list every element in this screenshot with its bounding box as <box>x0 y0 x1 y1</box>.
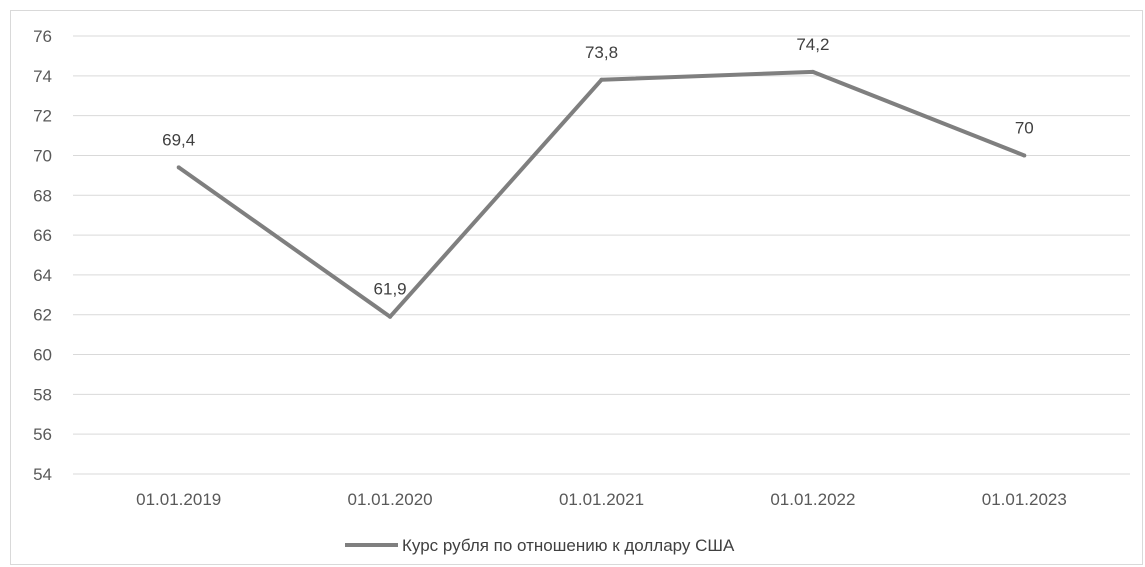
y-tick-label: 68 <box>33 186 52 205</box>
y-tick-label: 74 <box>33 67 52 86</box>
chart-frame <box>10 10 1143 565</box>
data-label: 73,8 <box>585 43 618 62</box>
x-tick-label: 01.01.2020 <box>348 490 433 509</box>
data-point <box>176 165 181 170</box>
y-tick-label: 72 <box>33 107 52 126</box>
y-tick-label: 60 <box>33 346 52 365</box>
series-layer <box>176 69 1027 319</box>
y-tick-label: 66 <box>33 226 52 245</box>
x-tick-label: 01.01.2023 <box>982 490 1067 509</box>
data-label: 69,4 <box>162 130 195 149</box>
data-point <box>810 69 815 74</box>
x-tick-label: 01.01.2021 <box>559 490 644 509</box>
x-tick-label: 01.01.2022 <box>770 490 855 509</box>
data-label: 61,9 <box>374 280 407 299</box>
y-axis-tick-labels: 76 74 72 70 68 66 64 62 60 58 56 54 <box>33 27 52 484</box>
data-label: 70 <box>1015 118 1034 137</box>
y-tick-label: 64 <box>33 266 52 285</box>
gridlines <box>73 35 1130 475</box>
data-point <box>599 77 604 82</box>
legend-label: Курс рубля по отношению к доллару США <box>402 536 735 555</box>
data-labels: 69,4 61,9 73,8 74,2 70 <box>162 35 1034 299</box>
data-point <box>388 314 393 319</box>
y-tick-label: 58 <box>33 385 52 404</box>
y-tick-label: 70 <box>33 146 52 165</box>
y-tick-label: 62 <box>33 306 52 325</box>
x-axis-tick-labels: 01.01.2019 01.01.2020 01.01.2021 01.01.2022… <box>136 490 1067 509</box>
y-tick-label: 76 <box>33 27 52 46</box>
data-point <box>1022 153 1027 158</box>
legend: Курс рубля по отношению к доллару США <box>345 536 735 555</box>
series-line <box>177 69 1026 319</box>
x-tick-label: 01.01.2019 <box>136 490 221 509</box>
y-tick-label: 56 <box>33 425 52 444</box>
y-tick-label: 54 <box>33 465 52 484</box>
data-label: 74,2 <box>796 35 829 54</box>
